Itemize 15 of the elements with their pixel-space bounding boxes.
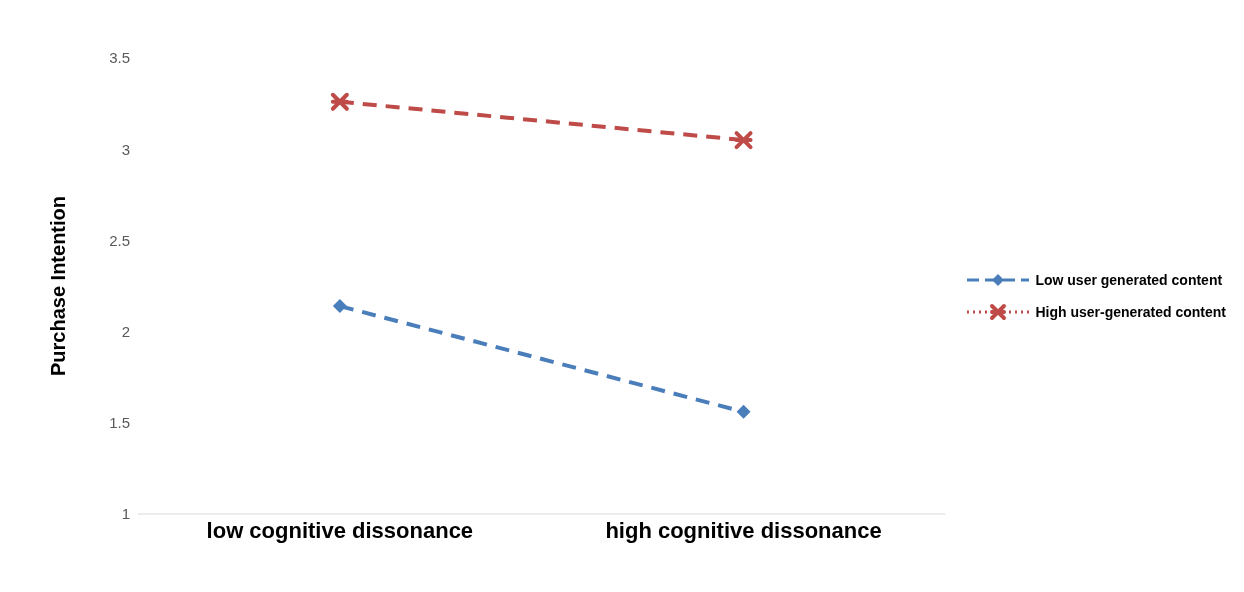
y-tick-label: 1.5	[109, 414, 130, 432]
y-axis-title: Purchase Intention	[47, 195, 70, 377]
x-tick-label: high cognitive dissonance	[605, 517, 882, 543]
point	[332, 299, 347, 314]
y-tick-label: 3.5	[109, 49, 130, 67]
y-tick-label: 2	[121, 322, 130, 340]
point	[330, 92, 349, 111]
legend-label: Low user generated content	[1035, 272, 1223, 288]
x-tick-label: low cognitive dissonance	[206, 517, 474, 543]
point	[734, 131, 753, 150]
point	[736, 404, 751, 419]
y-tick-label: 1	[121, 505, 130, 523]
legend-label: High user-generated content	[1035, 304, 1226, 320]
y-tick-label: 2.5	[109, 231, 130, 249]
y-tick-label: 3	[121, 140, 130, 158]
